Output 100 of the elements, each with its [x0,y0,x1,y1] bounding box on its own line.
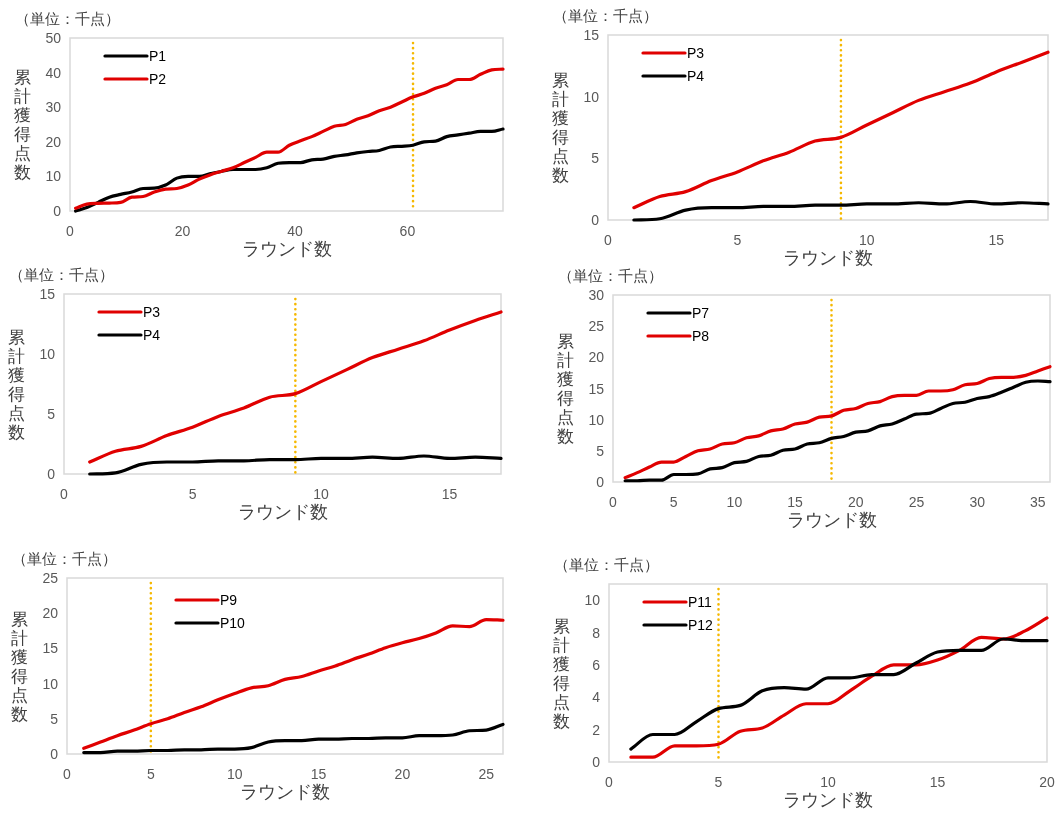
x-tick-label: 20 [394,766,411,782]
legend-label: P8 [692,328,710,344]
legend-label: P4 [143,327,161,343]
y-tick-label: 5 [50,710,59,727]
y-tick-label: 10 [39,346,56,362]
x-tick-label: 25 [908,494,925,510]
chart-subtitle: （単位：千点） [554,556,659,573]
x-tick-label: 15 [441,486,458,502]
y-axis-title: 累計獲得点数 [556,332,574,446]
x-tick-label: 60 [399,223,416,239]
legend-label: P7 [692,305,710,321]
y-tick-label: 10 [583,88,600,105]
x-tick-label: 20 [174,223,191,239]
x-tick-label: 5 [669,494,678,510]
y-tick-label: 40 [45,64,62,81]
y-tick-label: 5 [591,150,600,167]
y-axis-title: 累計獲得点数 [552,616,570,731]
x-tick-label: 15 [310,766,327,782]
legend-label: P1 [149,48,167,64]
x-tick-label: 10 [820,774,836,790]
y-axis-title: 累計獲得点数 [7,327,25,442]
y-tick-label: 0 [596,474,605,490]
y-tick-label: 8 [592,624,601,641]
y-tick-label: 20 [588,349,605,366]
x-tick-label: 0 [66,223,75,239]
x-tick-label: 10 [226,766,243,782]
y-axis-title: 累計獲得点数 [10,609,28,724]
x-axis-title: ラウンド数 [783,248,873,268]
y-tick-label: 5 [47,406,56,422]
chart-subtitle: （単位：千点） [15,10,120,27]
line-series [629,637,1049,751]
x-tick-label: 15 [787,494,804,510]
legend-label: P4 [687,68,705,84]
y-tick-label: 15 [42,640,59,657]
x-tick-label: 15 [988,232,1005,248]
y-tick-label: 10 [584,592,601,609]
x-tick-label: 40 [287,223,303,239]
legend-label: P2 [149,71,167,87]
x-axis-title: ラウンド数 [786,510,877,530]
y-tick-label: 15 [39,286,56,302]
x-tick-label: 10 [859,232,875,248]
x-axis-title: ラウンド数 [241,239,332,259]
x-tick-label: 35 [1030,494,1046,510]
y-tick-label: 0 [592,754,601,770]
chart-subtitle: （単位：千点） [558,267,663,284]
x-axis-title: ラウンド数 [240,782,330,802]
line-series [629,616,1049,759]
x-tick-label: 10 [313,486,330,502]
x-tick-label: 15 [929,774,946,790]
x-axis-title: ラウンド数 [237,502,328,522]
x-tick-label: 5 [146,766,155,782]
x-tick-label: 30 [969,494,986,510]
legend-label: P12 [688,617,714,633]
line-series [632,50,1050,210]
y-tick-label: 30 [588,287,605,303]
y-tick-label: 15 [583,27,600,43]
chart-subtitle: （単位：千点） [553,7,658,24]
legend-label: P11 [688,594,713,610]
legend-label: P10 [220,615,246,631]
y-tick-label: 15 [588,380,605,397]
y-axis-title: 累計獲得点数 [13,68,31,182]
x-tick-label: 10 [726,494,743,510]
y-tick-label: 50 [45,30,62,46]
x-axis-title: ラウンド数 [783,790,873,810]
y-tick-label: 10 [588,411,605,428]
y-tick-label: 10 [45,168,62,185]
line-series [82,722,505,755]
y-tick-label: 25 [42,570,59,586]
y-tick-label: 0 [50,746,59,762]
y-tick-label: 20 [42,605,59,622]
line-series [632,199,1050,222]
y-tick-label: 10 [42,675,59,692]
y-tick-label: 2 [592,721,601,738]
x-tick-label: 5 [188,486,197,502]
x-tick-label: 5 [714,774,723,790]
line-series [88,454,503,476]
y-tick-label: 0 [53,203,62,219]
line-series [82,617,505,750]
x-tick-label: 20 [1039,774,1055,790]
y-tick-label: 4 [592,689,601,706]
legend-label: P9 [220,592,238,608]
x-tick-label: 0 [63,766,72,782]
x-tick-label: 25 [478,766,495,782]
y-tick-label: 20 [45,133,62,150]
line-series [74,127,505,213]
chart-subtitle: （単位：千点） [9,266,114,283]
x-tick-label: 5 [733,232,742,248]
y-tick-label: 6 [592,656,601,673]
y-tick-label: 0 [47,466,56,482]
x-tick-label: 0 [609,494,618,510]
legend-label: P3 [143,304,161,320]
legend-label: P3 [687,45,705,61]
y-tick-label: 0 [591,212,600,228]
x-tick-label: 20 [847,494,864,510]
y-tick-label: 5 [596,442,605,459]
y-tick-label: 30 [45,99,62,116]
chart-subtitle: （単位：千点） [12,550,117,567]
line-series [74,67,505,210]
y-axis-title: 累計獲得点数 [551,71,569,185]
y-tick-label: 25 [588,318,605,335]
